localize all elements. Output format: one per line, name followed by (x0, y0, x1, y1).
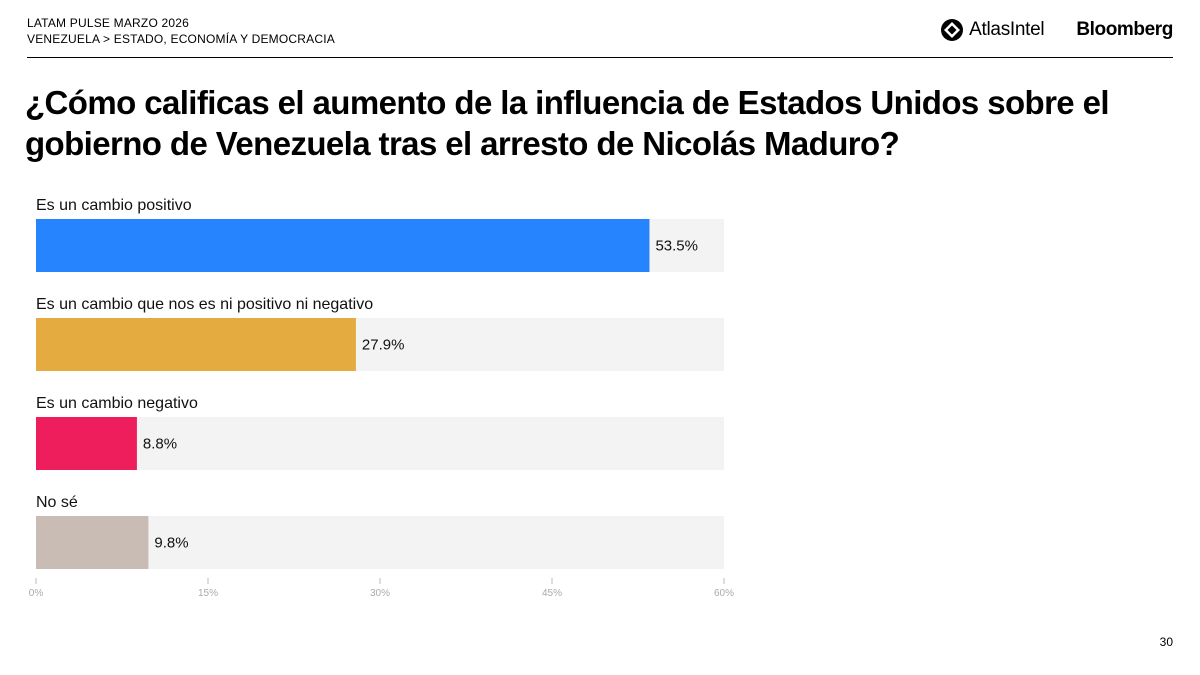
chart-title: ¿Cómo calificas el aumento de la influen… (25, 84, 1110, 162)
category-label: Es un cambio que nos es ni positivo ni n… (36, 296, 373, 313)
x-tick-label: 60% (714, 588, 734, 599)
value-label: 53.5% (655, 238, 698, 255)
bar-track (36, 417, 724, 470)
bloomberg-logo: Bloomberg (1076, 19, 1173, 40)
category-label: No sé (36, 494, 78, 511)
header-divider (27, 57, 1173, 58)
category-label: Es un cambio positivo (36, 197, 192, 214)
bar (36, 219, 650, 272)
logos: AtlasIntel Bloomberg (940, 16, 1173, 44)
bar (36, 516, 149, 569)
bar (36, 417, 137, 470)
page-number: 30 (1159, 635, 1173, 649)
value-label: 8.8% (143, 436, 177, 453)
survey-title: LATAM PULSE MARZO 2026 (27, 16, 190, 30)
header: LATAM PULSE MARZO 2026 VENEZUELA > ESTAD… (27, 15, 335, 47)
x-tick-label: 30% (370, 588, 390, 599)
x-tick-label: 45% (542, 588, 562, 599)
atlasintel-wordmark: AtlasIntel (969, 19, 1045, 40)
bar (36, 318, 356, 371)
atlasintel-logo: AtlasIntel (940, 18, 1045, 42)
atlasintel-mark-icon (941, 19, 964, 41)
breadcrumb: VENEZUELA > ESTADO, ECONOMÍA Y DEMOCRACI… (27, 32, 335, 46)
value-label: 27.9% (362, 337, 405, 354)
x-tick-label: 0% (29, 588, 44, 599)
value-label: 9.8% (154, 535, 188, 552)
bar-track (36, 516, 724, 569)
category-label: Es un cambio negativo (36, 395, 198, 412)
x-tick-label: 15% (198, 588, 218, 599)
